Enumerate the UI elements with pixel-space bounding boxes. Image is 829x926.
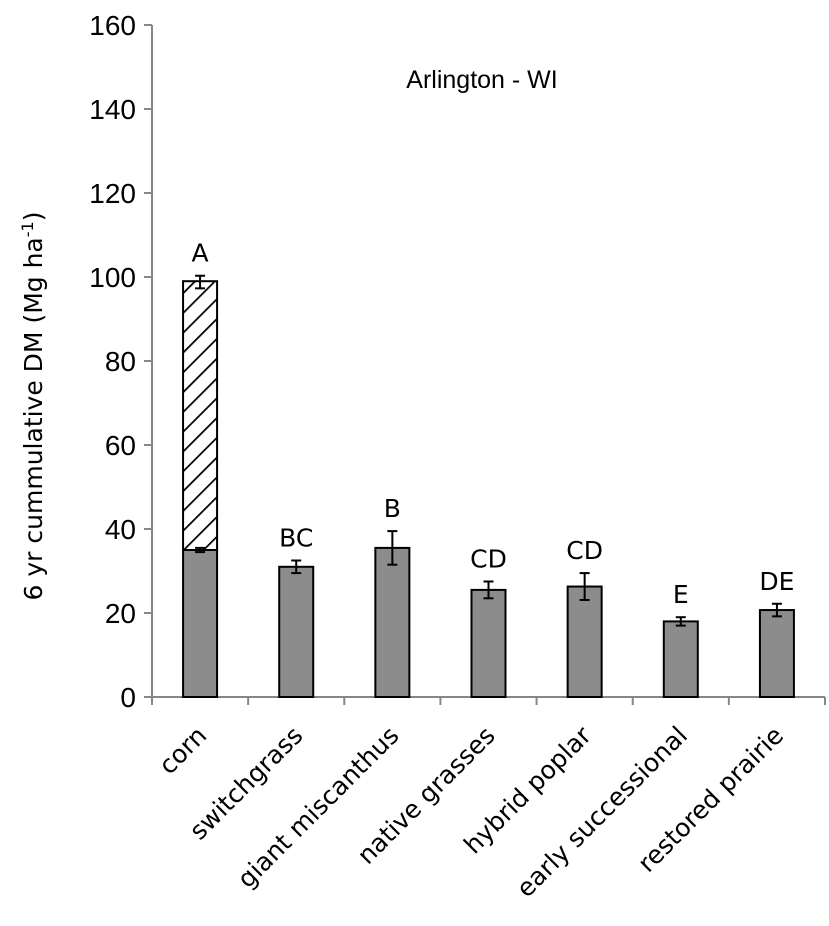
significance-label: CD xyxy=(566,536,603,565)
bar xyxy=(566,585,603,698)
significance-label: DE xyxy=(759,567,794,596)
bar xyxy=(374,546,411,699)
significance-label: CD xyxy=(470,545,507,574)
bar xyxy=(278,565,315,698)
bar xyxy=(662,620,699,699)
y-axis-label: 6 yr cummulative DM (Mg ha-1) xyxy=(18,212,49,601)
y-tick-label: 80 xyxy=(105,346,136,377)
y-tick-label: 20 xyxy=(105,598,136,629)
bar xyxy=(758,609,795,698)
y-tick-label: 100 xyxy=(89,262,136,293)
chart-title: Arlington - WI xyxy=(406,66,557,94)
bar xyxy=(470,588,507,699)
significance-label: BC xyxy=(279,524,313,553)
significance-label: B xyxy=(384,494,401,523)
y-tick-label: 60 xyxy=(105,430,136,461)
chart-marks: 020406080100120140160AcornBCswitchgrassB… xyxy=(89,10,826,903)
x-tick-label: early successional xyxy=(511,721,693,903)
bar xyxy=(182,549,219,698)
y-axis-label-main: 6 yr cummulative DM (Mg ha xyxy=(19,237,48,600)
y-axis-label-sup: -1 xyxy=(18,221,37,237)
significance-label: E xyxy=(673,580,689,609)
y-tick-label: 0 xyxy=(120,682,136,713)
y-tick-label: 40 xyxy=(105,514,136,545)
significance-label: A xyxy=(192,239,209,268)
x-tick-label: giant miscanthus xyxy=(232,721,405,894)
x-tick-label: corn xyxy=(153,721,212,780)
bar-hatched-segment xyxy=(182,280,219,551)
y-tick-label: 120 xyxy=(89,178,136,209)
y-tick-label: 140 xyxy=(89,94,136,125)
y-tick-label: 160 xyxy=(89,10,136,41)
y-axis-label-close: ) xyxy=(19,212,48,222)
